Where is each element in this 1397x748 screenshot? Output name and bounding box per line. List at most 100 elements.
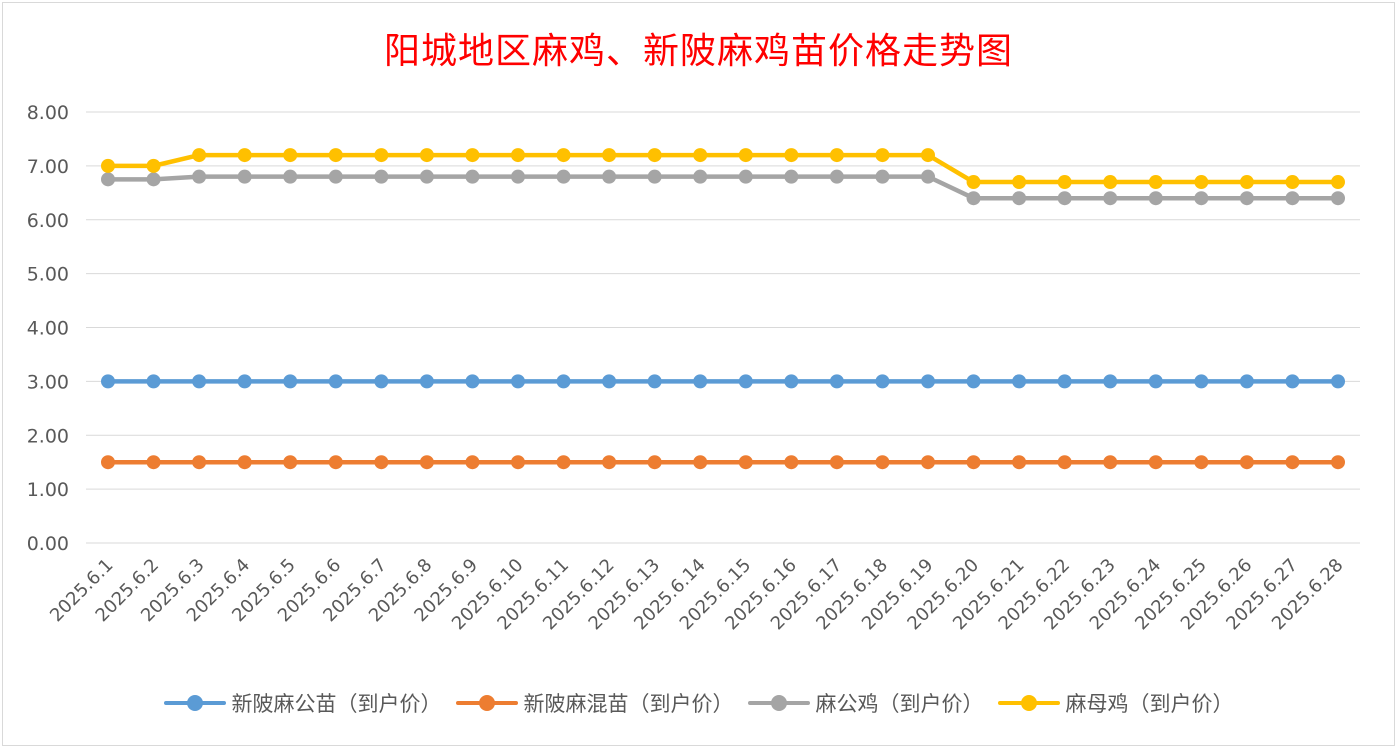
data-point — [1331, 175, 1345, 190]
data-point — [465, 148, 480, 163]
data-point — [1057, 455, 1072, 470]
data-point — [1331, 455, 1345, 470]
legend-swatch — [163, 695, 226, 711]
data-point — [374, 169, 389, 184]
data-point — [921, 455, 935, 470]
data-point — [829, 374, 844, 389]
data-point — [1012, 191, 1027, 206]
data-point — [1103, 175, 1118, 190]
data-point — [511, 374, 525, 389]
data-point — [1331, 374, 1345, 389]
data-point — [602, 455, 617, 470]
data-point — [556, 148, 571, 163]
data-point — [237, 169, 252, 184]
data-point — [784, 455, 799, 470]
data-point — [419, 455, 434, 470]
data-point — [465, 374, 480, 389]
y-tick-label: 4.00 — [27, 318, 69, 340]
data-point — [328, 455, 343, 470]
data-point — [419, 148, 434, 163]
data-point — [1285, 455, 1300, 470]
data-point — [192, 374, 207, 389]
data-point — [511, 169, 525, 184]
data-point — [328, 374, 343, 389]
data-point — [283, 169, 298, 184]
data-point — [1012, 374, 1027, 389]
data-point — [966, 175, 981, 190]
series-1 — [101, 455, 1345, 470]
data-point — [1194, 374, 1209, 389]
data-point — [101, 374, 115, 389]
data-point — [1057, 191, 1072, 206]
data-point — [829, 169, 844, 184]
legend-label: 麻公鸡（到户价） — [815, 692, 984, 716]
data-point — [875, 169, 890, 184]
data-point — [1103, 374, 1118, 389]
legend-label: 新陂麻混苗（到户价） — [523, 692, 734, 716]
data-point — [328, 148, 343, 163]
y-tick-label: 5.00 — [27, 264, 69, 286]
data-point — [101, 455, 115, 470]
data-point — [784, 169, 799, 184]
data-point — [419, 374, 434, 389]
y-tick-label: 0.00 — [27, 533, 69, 555]
series-3 — [101, 148, 1345, 190]
data-point — [738, 374, 753, 389]
data-point — [101, 172, 115, 187]
data-point — [875, 455, 890, 470]
data-point — [192, 455, 207, 470]
y-tick-label: 2.00 — [27, 425, 69, 447]
data-point — [146, 455, 161, 470]
data-point — [1239, 374, 1254, 389]
data-point — [647, 374, 662, 389]
series-line — [105, 152, 1341, 185]
data-point — [1148, 455, 1163, 470]
legend-label: 麻母鸡（到户价） — [1065, 692, 1234, 716]
data-point — [1194, 175, 1209, 190]
data-point — [1103, 455, 1118, 470]
data-point — [921, 148, 935, 163]
data-point — [738, 455, 753, 470]
series-0 — [101, 374, 1345, 389]
data-point — [921, 374, 935, 389]
x-axis-labels: 2025.6.12025.6.22025.6.32025.6.42025.6.5… — [46, 555, 1348, 635]
data-point — [1148, 374, 1163, 389]
legend: 新陂麻公苗（到户价） 新陂麻混苗（到户价） 麻公鸡（到户价） 麻母鸡（到户价） — [0, 688, 1397, 718]
data-point — [1194, 455, 1209, 470]
data-point — [738, 148, 753, 163]
series-group — [101, 148, 1345, 470]
y-tick-label: 3.00 — [27, 371, 69, 393]
legend-item: 新陂麻公苗（到户价） — [163, 688, 442, 718]
data-point — [1148, 175, 1163, 190]
legend-item: 新陂麻混苗（到户价） — [455, 688, 734, 718]
data-point — [1239, 455, 1254, 470]
data-point — [237, 455, 252, 470]
data-point — [966, 191, 981, 206]
data-point — [146, 158, 161, 173]
data-point — [1148, 191, 1163, 206]
data-point — [328, 169, 343, 184]
legend-swatch — [997, 695, 1060, 711]
data-point — [283, 148, 298, 163]
data-point — [875, 148, 890, 163]
data-point — [1285, 374, 1300, 389]
data-point — [101, 158, 115, 173]
data-point — [556, 374, 571, 389]
data-point — [693, 148, 708, 163]
data-point — [283, 374, 298, 389]
data-point — [602, 374, 617, 389]
data-point — [1057, 175, 1072, 190]
y-axis-labels: 0.00 1.00 2.00 3.00 4.00 5.00 6.00 7.00 8.00 — [27, 102, 69, 555]
data-point — [829, 148, 844, 163]
data-point — [875, 374, 890, 389]
data-point — [1239, 175, 1254, 190]
legend-item: 麻母鸡（到户价） — [997, 688, 1234, 718]
data-point — [192, 169, 207, 184]
data-point — [556, 455, 571, 470]
data-point — [647, 148, 662, 163]
y-tick-label: 6.00 — [27, 210, 69, 232]
legend-swatch — [747, 695, 810, 711]
y-tick-label: 8.00 — [27, 102, 69, 124]
